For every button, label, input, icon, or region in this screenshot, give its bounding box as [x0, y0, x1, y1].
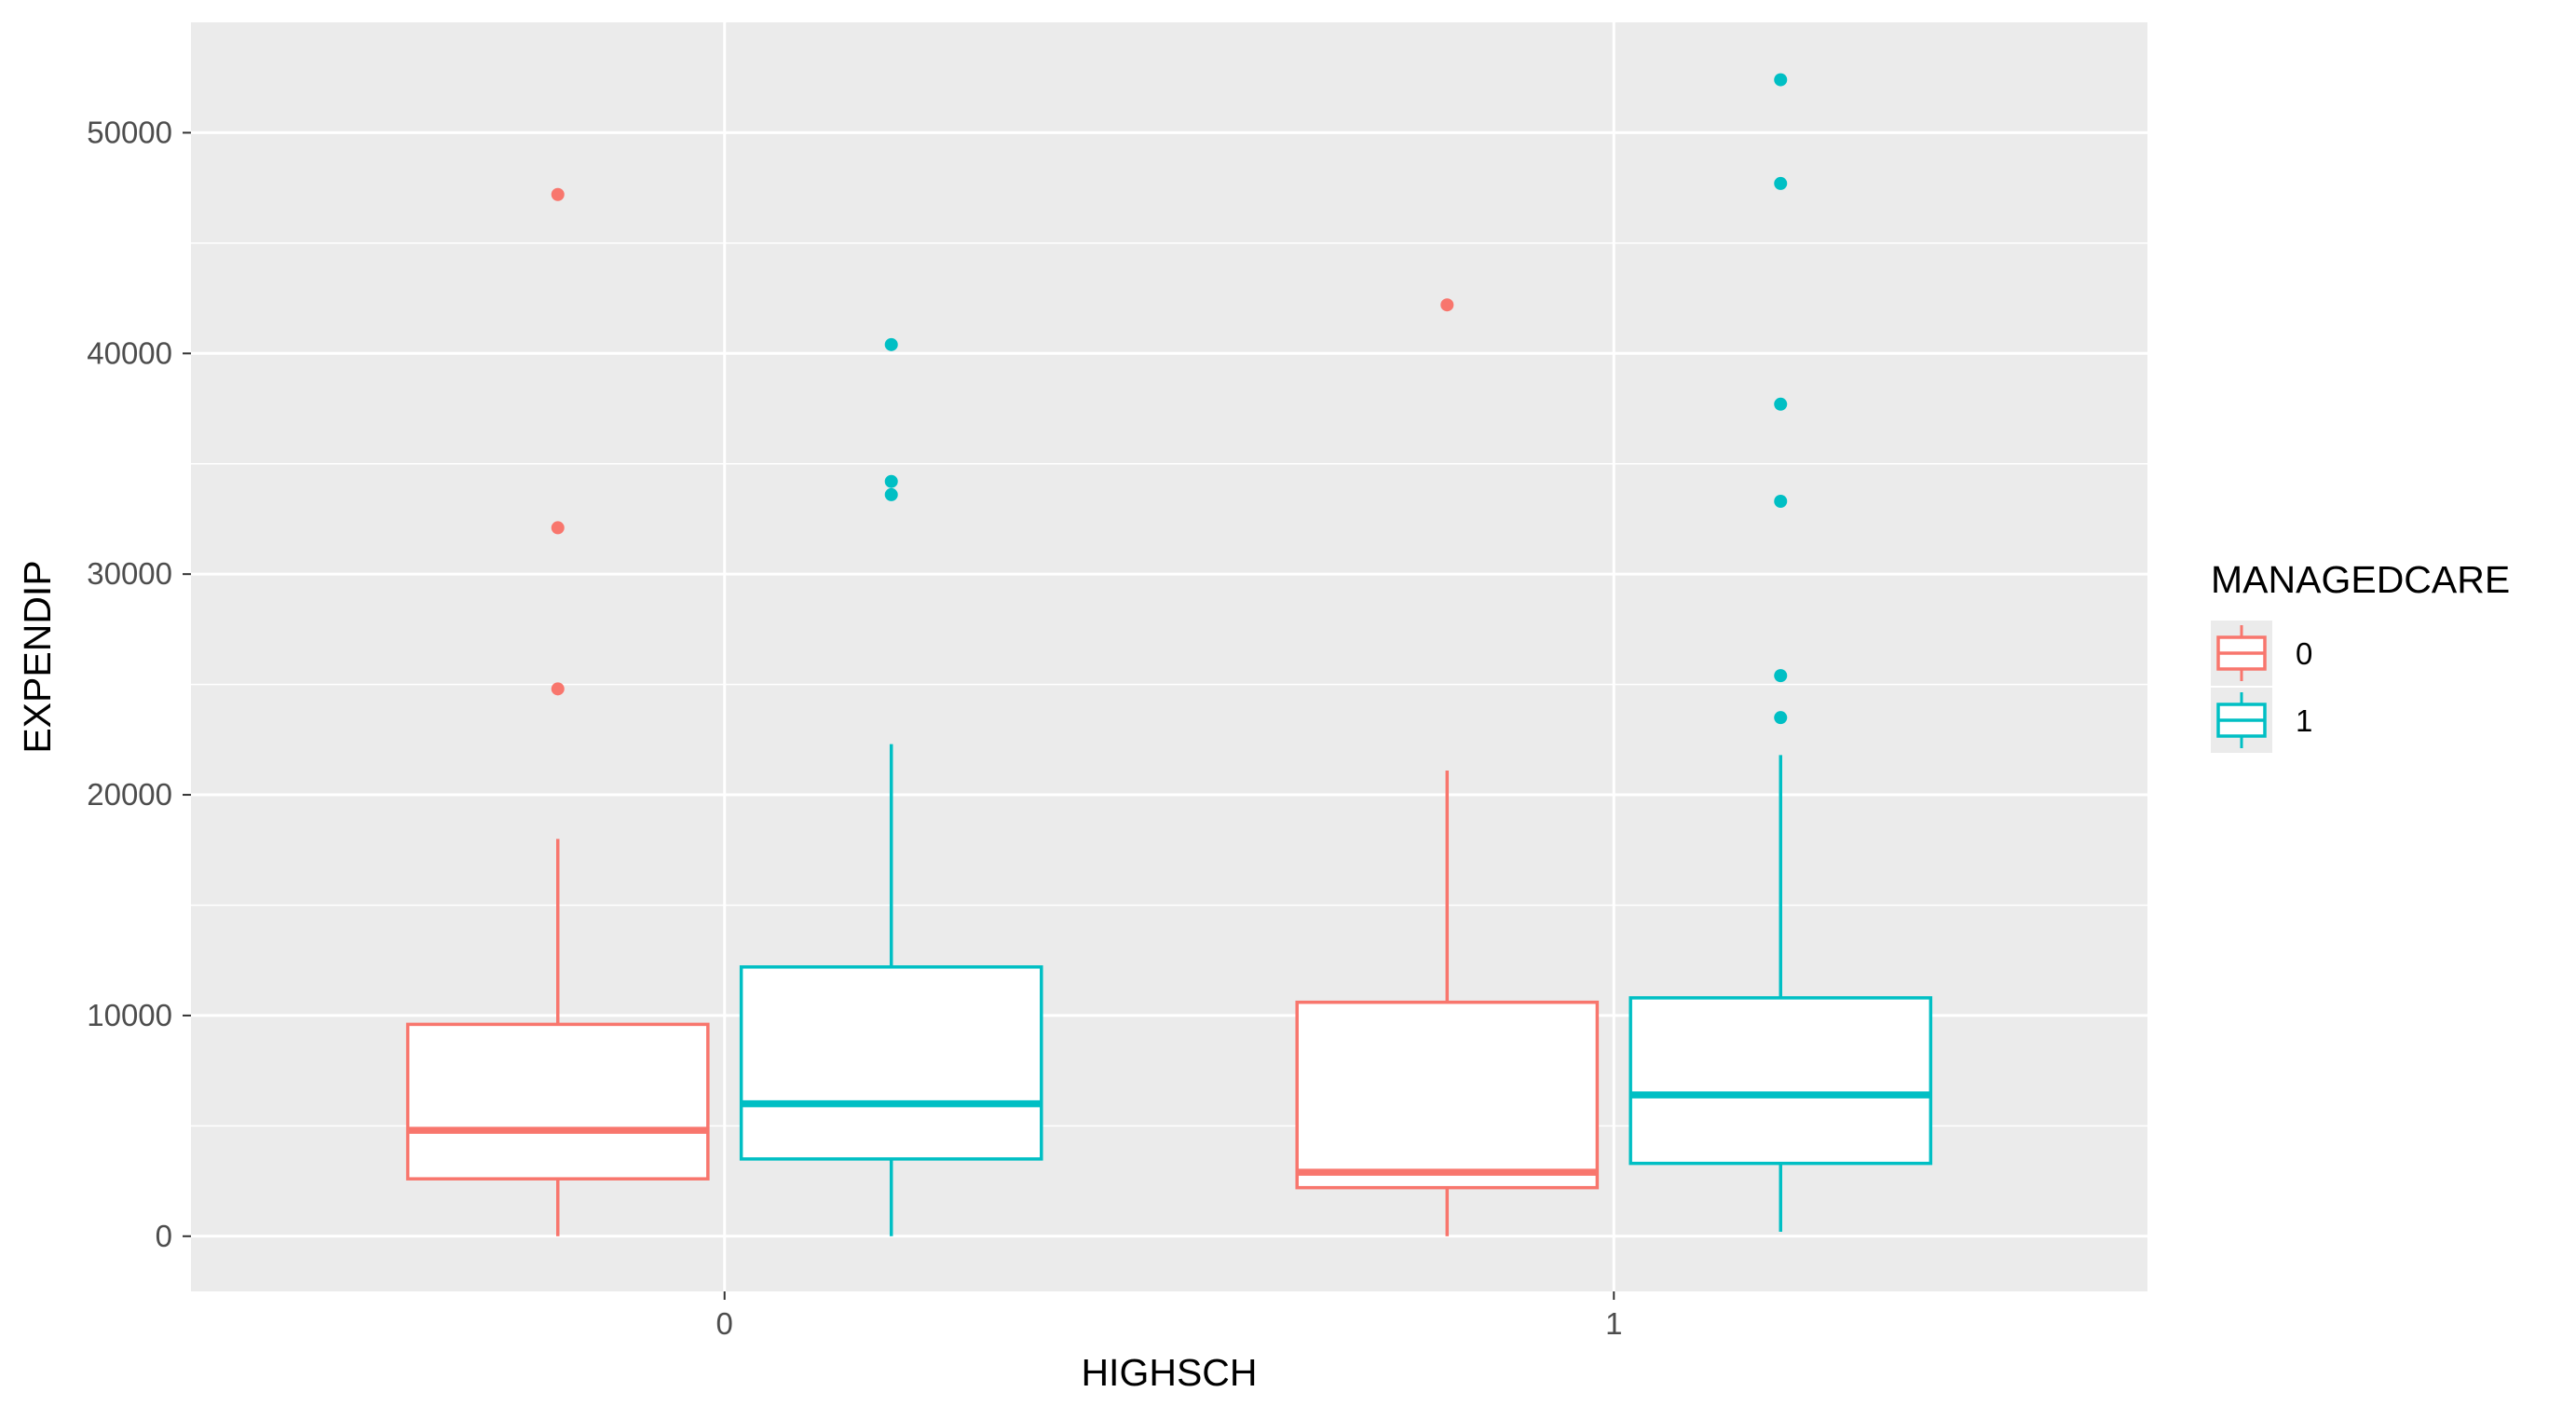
y-tick-label: 10000 [87, 998, 172, 1032]
box-iqr [1629, 996, 1933, 1166]
legend-label: 1 [2296, 703, 2312, 738]
box-1-0 [739, 337, 1043, 1236]
outlier-point [1774, 711, 1788, 725]
box-iqr [1295, 1000, 1600, 1190]
y-axis-title: EXPENDIP [16, 560, 59, 753]
outlier-point [884, 337, 898, 351]
legend-keys: 01 [2211, 621, 2312, 753]
legend-key-1: 1 [2211, 688, 2312, 753]
box-iqr [739, 965, 1043, 1161]
legend-key-0: 0 [2211, 621, 2312, 686]
x-axis-title: HIGHSCH [1081, 1351, 1257, 1394]
outlier-point [1774, 73, 1788, 87]
x-tick-label: 1 [1605, 1306, 1622, 1341]
legend-title: MANAGEDCARE [2211, 558, 2510, 601]
outlier-point [1774, 669, 1788, 683]
outlier-point [551, 682, 565, 696]
legend-label: 0 [2296, 636, 2312, 671]
box-0-0 [405, 187, 710, 1236]
y-tick-label: 0 [156, 1219, 172, 1253]
legend: MANAGEDCARE 01 [2211, 558, 2510, 753]
y-axis-ticks: 0 10000 20000 30000 40000 50000 [87, 115, 191, 1253]
x-tick-label: 0 [716, 1306, 733, 1341]
outlier-point [884, 474, 898, 488]
y-tick-label: 30000 [87, 556, 172, 591]
outlier-point [1774, 495, 1788, 509]
box-0-1 [1295, 298, 1600, 1236]
outlier-point [884, 487, 898, 501]
box-1-1 [1629, 73, 1933, 1233]
y-tick-label: 40000 [87, 335, 172, 370]
box-iqr [405, 1022, 710, 1181]
y-tick-label: 20000 [87, 777, 172, 812]
outlier-point [1774, 176, 1788, 190]
outlier-point [551, 521, 565, 535]
outlier-point [1440, 298, 1454, 312]
y-tick-label: 50000 [87, 115, 172, 149]
box-series [405, 73, 1933, 1236]
outlier-point [551, 187, 565, 201]
outlier-point [1774, 397, 1788, 411]
